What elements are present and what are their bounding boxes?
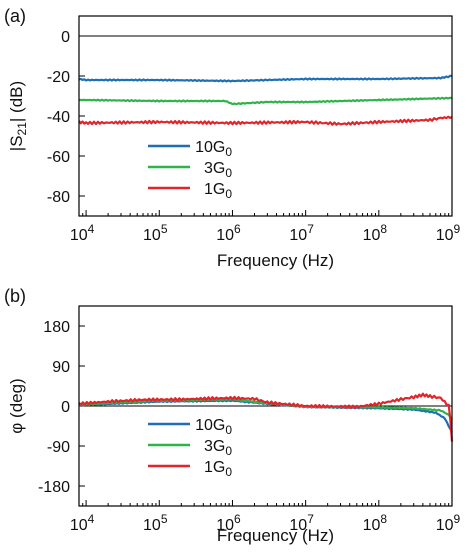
panel-label-b: (b)	[4, 286, 26, 306]
x-tick-label: 108	[363, 512, 388, 534]
x-tick-label: 107	[289, 222, 314, 244]
series-line-1G0	[78, 392, 454, 442]
y-tick-label: 0	[61, 29, 70, 46]
panel-b: (b) 104 105 106 107 108 109 180 90 0 -90 -180 10G03G…	[4, 286, 461, 545]
x-tick-label: 109	[436, 222, 461, 244]
x-axis-title: Frequency (Hz)	[217, 251, 334, 270]
x-tick-label: 104	[70, 512, 95, 534]
x-tick-label: 108	[363, 222, 388, 244]
y-tick-label: -80	[47, 189, 70, 206]
panel-label-a: (a)	[4, 6, 26, 26]
y-axis-title: |S21| (dB)	[7, 81, 29, 151]
y-tick-label: 180	[43, 319, 70, 336]
y-tick-label: -180	[38, 479, 70, 496]
x-tick-label: 109	[436, 512, 461, 534]
legend-entry: 1G0	[204, 459, 232, 479]
y-tick-label: 0	[61, 399, 70, 416]
y-tick-label: -40	[47, 109, 70, 126]
x-axis-title: Frequency (Hz)	[217, 526, 334, 545]
x-tick-label: 105	[143, 222, 168, 244]
x-tick-label: 106	[216, 222, 241, 244]
series-line-10G0	[78, 399, 454, 434]
series-line-1G0	[78, 115, 453, 126]
legend-entry: 3G0	[204, 438, 232, 458]
y-tick-label: -60	[47, 149, 70, 166]
y-tick-label: -90	[47, 439, 70, 456]
y-tick-label: -20	[47, 69, 70, 86]
series-line-3G0	[78, 96, 453, 106]
plot-frame	[78, 15, 453, 217]
legend-entry: 10G0	[195, 417, 232, 437]
series-line-10G0	[78, 74, 453, 83]
y-axis-title: φ (deg)	[7, 378, 26, 433]
x-tick-label: 107	[289, 512, 314, 534]
x-tick-label: 106	[216, 512, 241, 534]
legend-entry: 3G0	[204, 160, 232, 180]
plot-frame	[78, 305, 453, 507]
x-tick-label: 105	[143, 512, 168, 534]
legend-entry: 10G0	[195, 139, 232, 159]
legend-entry: 1G0	[204, 181, 232, 201]
panel-a: (a) 104 105 106 107 108 109 0 -20 -40 -60 -80 10G03G…	[4, 6, 461, 270]
y-tick-label: 90	[52, 359, 70, 376]
x-tick-label: 104	[70, 222, 95, 244]
